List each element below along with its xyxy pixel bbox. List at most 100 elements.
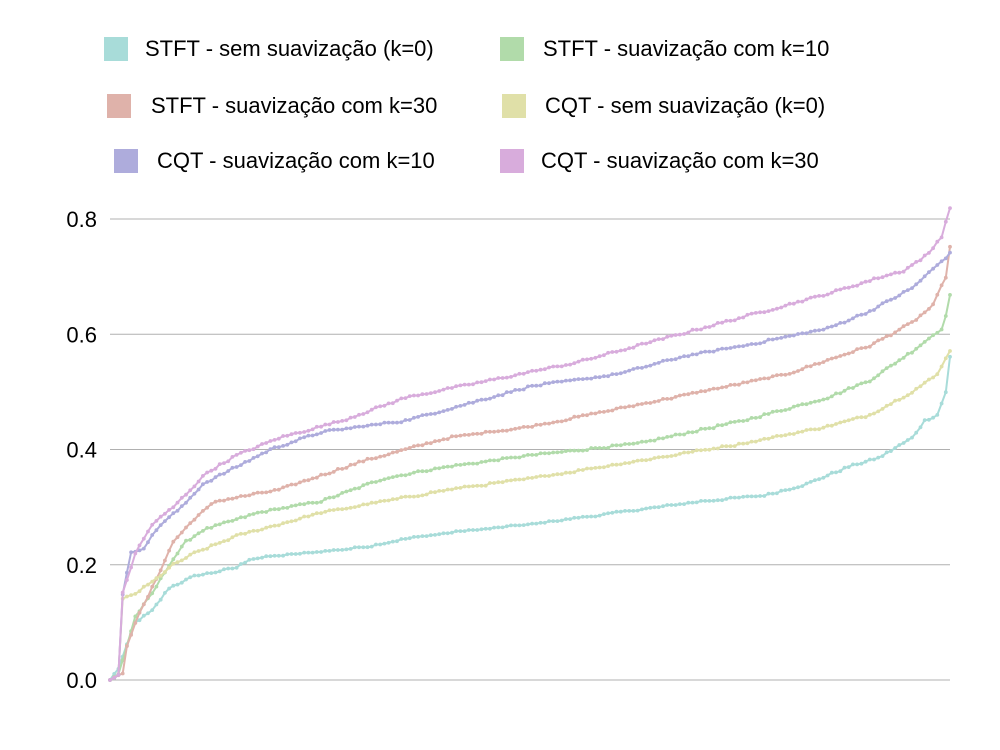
data-point	[749, 378, 754, 383]
data-point	[424, 469, 429, 474]
data-point	[656, 455, 661, 460]
data-point	[374, 542, 378, 547]
data-point	[272, 523, 277, 528]
data-point	[669, 396, 674, 401]
data-point	[403, 396, 408, 400]
data-point	[213, 542, 218, 547]
data-point	[369, 500, 374, 505]
legend-swatch	[104, 37, 128, 61]
legend-swatch	[500, 149, 524, 173]
data-point	[656, 337, 661, 341]
legend: STFT - sem suavização (k=0) STFT - suaviz…	[104, 36, 829, 173]
data-point	[610, 408, 615, 413]
data-point	[758, 377, 762, 381]
data-point	[758, 310, 762, 315]
data-point	[492, 377, 496, 382]
data-point	[428, 391, 433, 395]
data-point	[745, 312, 750, 317]
data-point	[623, 442, 627, 446]
data-point	[867, 379, 872, 384]
data-point	[226, 497, 231, 501]
data-point	[488, 526, 492, 531]
y-tick-label: 0.6	[66, 322, 97, 347]
data-point	[766, 309, 771, 313]
data-point	[137, 589, 142, 594]
data-point	[175, 508, 180, 513]
data-point	[479, 380, 484, 385]
data-point	[741, 344, 746, 348]
data-point	[395, 450, 399, 454]
data-point	[568, 448, 572, 453]
data-point	[665, 358, 670, 362]
data-point	[319, 472, 323, 477]
data-point	[395, 474, 399, 478]
data-point	[336, 507, 340, 512]
data-point	[686, 500, 691, 505]
data-point	[226, 459, 231, 464]
data-point	[403, 473, 408, 478]
data-point	[787, 487, 792, 492]
data-point	[631, 404, 636, 409]
data-point	[416, 393, 420, 398]
data-point	[589, 514, 594, 519]
data-point	[694, 327, 699, 332]
data-point	[614, 406, 619, 411]
data-point	[872, 341, 876, 345]
data-point	[631, 367, 636, 371]
data-point	[382, 498, 387, 503]
data-point	[766, 376, 771, 381]
legend-swatch	[107, 94, 131, 118]
series	[108, 206, 952, 682]
data-point	[243, 560, 248, 565]
data-point	[289, 504, 294, 508]
data-point	[382, 454, 387, 458]
data-point	[863, 415, 868, 420]
data-point	[196, 487, 201, 492]
data-point	[589, 411, 594, 416]
data-point	[395, 398, 399, 403]
data-point	[863, 380, 868, 385]
data-point	[293, 482, 298, 487]
data-point	[268, 507, 273, 512]
data-point	[475, 483, 480, 488]
series	[108, 244, 952, 682]
data-point	[606, 350, 610, 355]
data-point	[390, 497, 395, 502]
data-point	[500, 525, 505, 530]
data-point	[606, 464, 610, 468]
data-point	[154, 519, 159, 523]
data-point	[867, 279, 872, 283]
data-point	[450, 407, 454, 411]
data-point	[534, 475, 539, 479]
data-point	[239, 450, 243, 455]
data-point	[281, 434, 285, 438]
data-point	[922, 380, 927, 385]
data-point	[753, 494, 758, 499]
series-lines	[108, 206, 952, 682]
data-point	[547, 365, 551, 370]
data-point	[787, 334, 792, 338]
data-point	[184, 577, 188, 582]
data-point	[344, 466, 349, 470]
data-point	[450, 434, 454, 439]
data-point	[905, 351, 910, 356]
data-point	[243, 449, 248, 453]
data-point	[255, 454, 260, 459]
data-point	[205, 526, 210, 530]
data-point	[547, 381, 551, 386]
data-point	[914, 386, 919, 391]
data-point	[602, 410, 606, 414]
data-point	[703, 349, 708, 354]
data-point	[352, 505, 357, 509]
data-point	[264, 450, 269, 455]
legend-label: STFT - suavização com k=10	[543, 36, 829, 61]
data-point	[298, 502, 302, 507]
data-point	[433, 390, 437, 395]
data-point	[120, 590, 125, 595]
data-point	[276, 436, 281, 441]
data-point	[146, 594, 150, 599]
data-point	[471, 484, 475, 488]
data-point	[386, 498, 391, 503]
data-point	[504, 524, 509, 529]
data-point	[593, 355, 598, 360]
